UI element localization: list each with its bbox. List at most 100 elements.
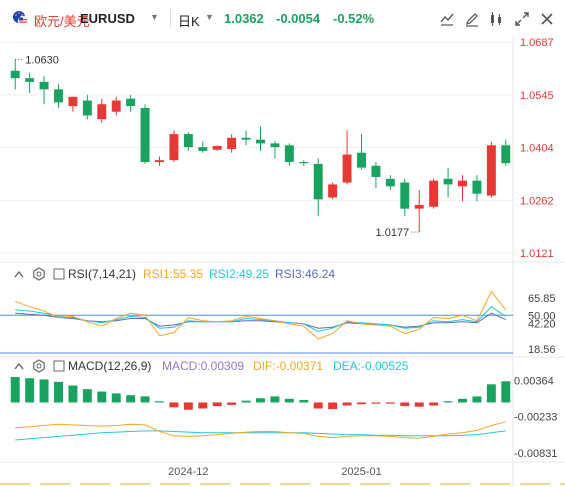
candle-body xyxy=(414,204,424,209)
candle-body xyxy=(270,143,280,148)
macd-histogram-bar xyxy=(10,377,20,403)
rsi-label: RSI(7,14,21) xyxy=(68,267,137,281)
candle-body xyxy=(126,98,136,107)
candle-body xyxy=(342,154,352,183)
x-tick-label: 2024-12 xyxy=(168,466,208,478)
candle-body xyxy=(169,134,179,161)
candle-body xyxy=(443,178,453,185)
candle-body xyxy=(256,139,265,144)
macd-histogram-bar xyxy=(472,396,482,403)
candle-body xyxy=(284,145,294,163)
macd-tick-label: -0.00831 xyxy=(514,448,557,460)
rsi2-value: RSI2:49.25 xyxy=(209,267,270,281)
macd-histogram-bar xyxy=(39,379,49,403)
pair-code[interactable]: EURUSD xyxy=(80,11,135,26)
price-tick-label: 1.0121 xyxy=(520,248,554,260)
macd-histogram-bar xyxy=(299,400,309,403)
candle-body xyxy=(140,107,150,163)
settings-icon[interactable] xyxy=(32,359,46,373)
macd-histogram-bar xyxy=(169,402,179,408)
lock-icon[interactable] xyxy=(52,267,66,281)
rsi1-line xyxy=(15,290,507,340)
indicator-icon xyxy=(440,13,454,26)
macd-histogram-bar xyxy=(198,402,208,409)
macd-value: MACD:0.00309 xyxy=(162,359,245,373)
rsi-header: RSI(7,14,21) RSI1:55.35 RSI2:49.25 RSI3:… xyxy=(0,265,560,283)
macd-histogram-bar xyxy=(342,402,352,406)
macd-tick-label: -0.00233 xyxy=(514,412,557,424)
macd-histogram-bar xyxy=(414,402,424,407)
draw-button[interactable] xyxy=(462,9,482,29)
timeframe-dropdown-icon[interactable]: ▼ xyxy=(205,12,214,22)
chart-canvas[interactable]: 1.0687 1.0545 1.0404 1.0262 1.0121 1.0630 1.01… xyxy=(0,36,565,487)
macd-histogram-bar xyxy=(82,389,92,403)
candle-body xyxy=(10,70,20,79)
candle-body xyxy=(299,162,309,164)
macd-histogram-bar xyxy=(328,402,338,410)
collapse-icon[interactable] xyxy=(12,267,26,281)
price-change-pct: -0.52% xyxy=(333,11,375,26)
low-price-label: 1.0177 xyxy=(376,227,410,239)
macd-histogram-bar xyxy=(227,402,237,405)
pair-name[interactable]: 欧元/美元 xyxy=(34,14,90,29)
macd-histogram-bar xyxy=(256,398,265,403)
candle-body xyxy=(82,100,92,116)
macd-histogram-bar xyxy=(155,401,164,403)
macd-tick-label: 0.00364 xyxy=(514,375,554,387)
macd-histogram-bar xyxy=(429,402,439,406)
macd-histogram-bar xyxy=(111,393,121,403)
macd-histogram-bar xyxy=(241,400,251,403)
candle-body xyxy=(328,184,338,198)
last-price: 1.0362 xyxy=(224,11,264,26)
candle-body xyxy=(429,180,439,207)
candle-body xyxy=(54,89,63,103)
macd-histogram-bar xyxy=(458,398,467,403)
chart-header: 欧元/美元 EURUSD ▼ 日K ▼ 1.0362 -0.0054 -0.52… xyxy=(0,0,565,36)
collapse-icon[interactable] xyxy=(12,359,26,373)
rsi3-value: RSI3:46.24 xyxy=(275,267,336,281)
rsi-tick-label: 18.56 xyxy=(528,344,556,356)
lock-icon[interactable] xyxy=(52,359,66,373)
candle-body xyxy=(501,145,511,164)
timeframe-selector[interactable]: 日K xyxy=(178,14,200,29)
eu-us-flag-icon xyxy=(13,11,29,26)
macd-histogram-bar xyxy=(140,396,150,403)
macd-histogram-bar xyxy=(501,381,511,403)
candle-body xyxy=(183,134,193,148)
dea-value: DEA:-0.00525 xyxy=(333,359,409,373)
expand-button[interactable] xyxy=(512,9,532,29)
candle-body xyxy=(313,163,323,200)
macd-label: MACD(12,26,9) xyxy=(68,359,152,373)
close-icon xyxy=(541,13,553,25)
price-tick-label: 1.0404 xyxy=(520,143,554,155)
expand-icon xyxy=(515,12,529,26)
macd-histogram-bar xyxy=(126,395,136,403)
candle-body xyxy=(458,180,467,187)
macd-histogram-bar xyxy=(68,385,78,403)
candle-body xyxy=(241,137,251,140)
macd-histogram-bar xyxy=(371,402,381,404)
settings-icon[interactable] xyxy=(32,267,46,281)
rsi-tick-label: 50.00 xyxy=(528,310,556,322)
macd-histogram-bar xyxy=(357,402,366,405)
candle-body xyxy=(198,147,208,151)
header-divider xyxy=(170,9,171,27)
price-tick-label: 1.0687 xyxy=(520,37,554,49)
macd-histogram-bar xyxy=(212,402,222,407)
candle-body xyxy=(111,100,121,112)
pair-dropdown-icon[interactable]: ▼ xyxy=(150,12,159,22)
macd-histogram-bar xyxy=(284,398,294,403)
indicator-button[interactable] xyxy=(437,9,457,29)
compare-button[interactable] xyxy=(486,9,506,29)
high-price-label: 1.0630 xyxy=(25,55,59,67)
candle-body xyxy=(68,96,78,107)
macd-histogram-bar xyxy=(400,402,410,407)
candle-body xyxy=(400,182,410,209)
macd-histogram-bar xyxy=(270,396,280,403)
candle-body xyxy=(39,81,49,90)
macd-histogram-bar xyxy=(443,401,453,403)
candle-body xyxy=(155,160,164,163)
macd-histogram-bar xyxy=(486,384,496,403)
candle-body xyxy=(486,145,496,196)
close-button[interactable] xyxy=(537,9,557,29)
